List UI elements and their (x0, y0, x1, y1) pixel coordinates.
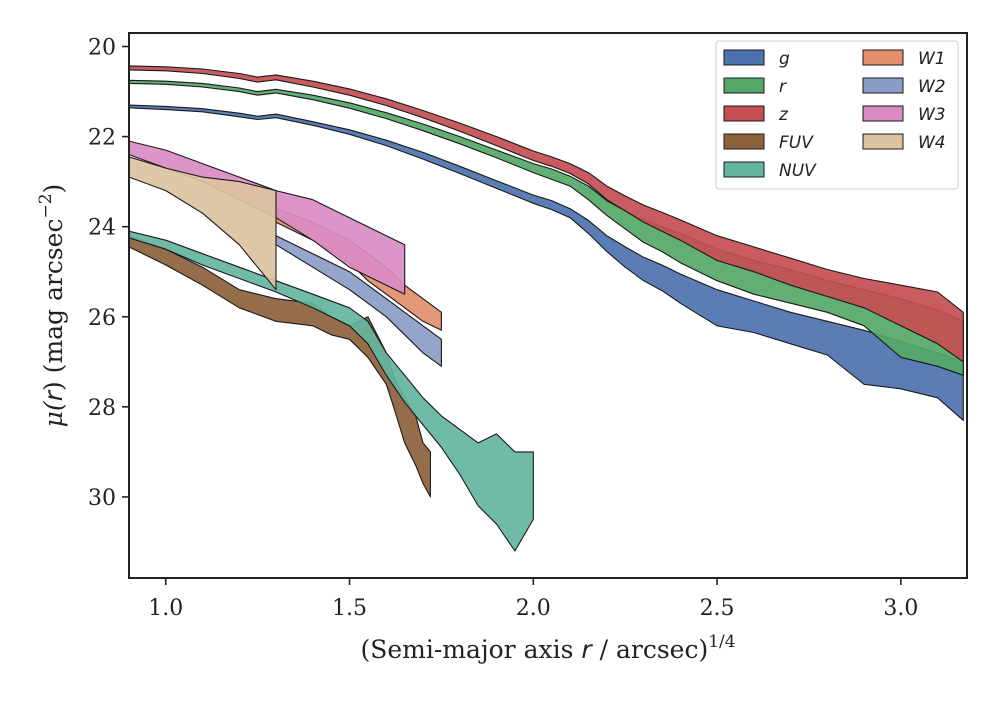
series-band-w2 (275, 235, 442, 367)
y-tick-label-4: 28 (88, 396, 116, 421)
legend-swatch-z (723, 105, 765, 122)
series-band-r (129, 79, 964, 376)
y-tick-label-3: 26 (88, 306, 116, 331)
y-tick-label-2: 24 (88, 216, 116, 241)
x-axis-title: (Semi-major axis r / arcsec)1/4 (360, 632, 735, 664)
legend-swatch-w3 (862, 105, 904, 122)
legend-label-w3: W3 (918, 105, 946, 125)
series-band-w4 (129, 156, 277, 291)
plot-area (129, 65, 964, 552)
legend-label-z: z (778, 105, 789, 125)
x-tick-label-4: 3.0 (883, 596, 918, 621)
x-tick-label-1: 1.5 (332, 596, 367, 621)
legend-swatch-nuv (723, 161, 765, 178)
legend-swatch-r (723, 77, 765, 94)
legend-label-nuv: NUV (779, 161, 817, 181)
plot-frame (128, 32, 968, 579)
legend-swatch-w1 (862, 49, 904, 66)
legend-swatch-w4 (862, 133, 904, 150)
legend-swatch-fuv (723, 133, 765, 150)
legend-label-w2: W2 (918, 77, 946, 97)
x-tick-label-2: 2.0 (516, 596, 551, 621)
y-tick-label-0: 20 (88, 36, 116, 61)
legend-label-w1: W1 (918, 49, 946, 69)
series-band-nuv (129, 230, 534, 552)
y-tick-label-5: 30 (88, 486, 116, 511)
legend-swatch-w2 (862, 77, 904, 94)
series-band-z (129, 65, 964, 363)
legend-label-w4: W4 (918, 133, 946, 153)
x-tick-label-3: 2.5 (700, 596, 735, 621)
x-tick-label-0: 1.0 (148, 596, 183, 621)
y-axis-title: μ(r) (mag arcsec−2) (36, 184, 68, 428)
series-band-g (129, 104, 964, 421)
legend-swatch-g (723, 49, 765, 66)
legend-label-fuv: FUV (779, 133, 814, 153)
legend-label-g: g (779, 49, 790, 69)
legend-label-r: r (779, 77, 787, 97)
y-tick-label-1: 22 (88, 126, 116, 151)
axes-layer: 1.0 1.5 2.0 2.5 3.0 20 22 24 26 28 30 (Semi-major a… (36, 32, 968, 664)
series-layer (129, 65, 964, 552)
legend: grz FUV NUV W1 W2 W3 W4 (715, 40, 959, 190)
